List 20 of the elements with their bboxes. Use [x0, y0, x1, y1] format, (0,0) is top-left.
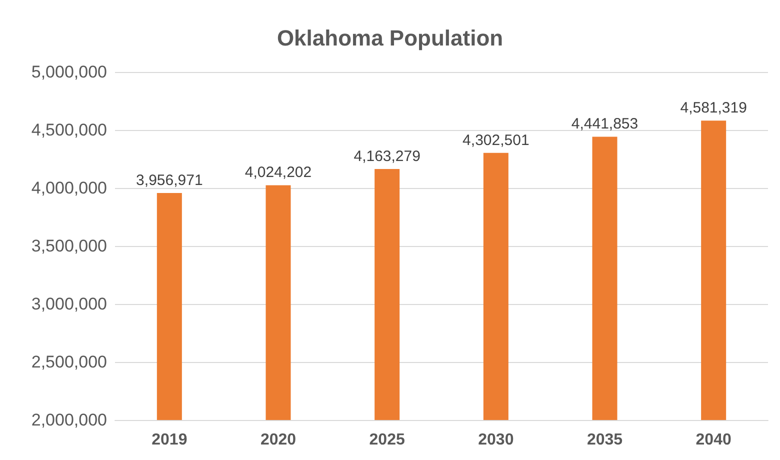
data-label: 4,302,501 [462, 132, 530, 149]
data-label: 4,163,279 [354, 148, 420, 166]
data-label: 4,581,319 [680, 100, 747, 117]
data-label: 4,441,853 [571, 116, 638, 133]
x-tick-label: 2035 [586, 432, 623, 448]
y-tick-label: 3,000,000 [31, 294, 107, 314]
data-label: 4,024,202 [244, 164, 312, 182]
x-tick-label: 2040 [696, 432, 732, 448]
x-tick-label: 2025 [369, 432, 405, 448]
y-tick-label: 3,500,000 [31, 236, 107, 256]
y-tick-label: 4,000,000 [31, 178, 107, 198]
x-tick-label: 2020 [260, 432, 296, 448]
x-tick-label: 2019 [152, 432, 188, 448]
data-label: 3,956,971 [136, 172, 203, 189]
y-tick-label: 2,500,000 [31, 352, 107, 372]
y-tick-label: 5,000,000 [31, 62, 107, 82]
y-tick-label: 4,500,000 [31, 120, 107, 140]
y-tick-label: 2,000,000 [31, 410, 107, 430]
chart-title: Oklahoma Population [276, 26, 504, 50]
x-tick-label: 2030 [478, 432, 514, 448]
